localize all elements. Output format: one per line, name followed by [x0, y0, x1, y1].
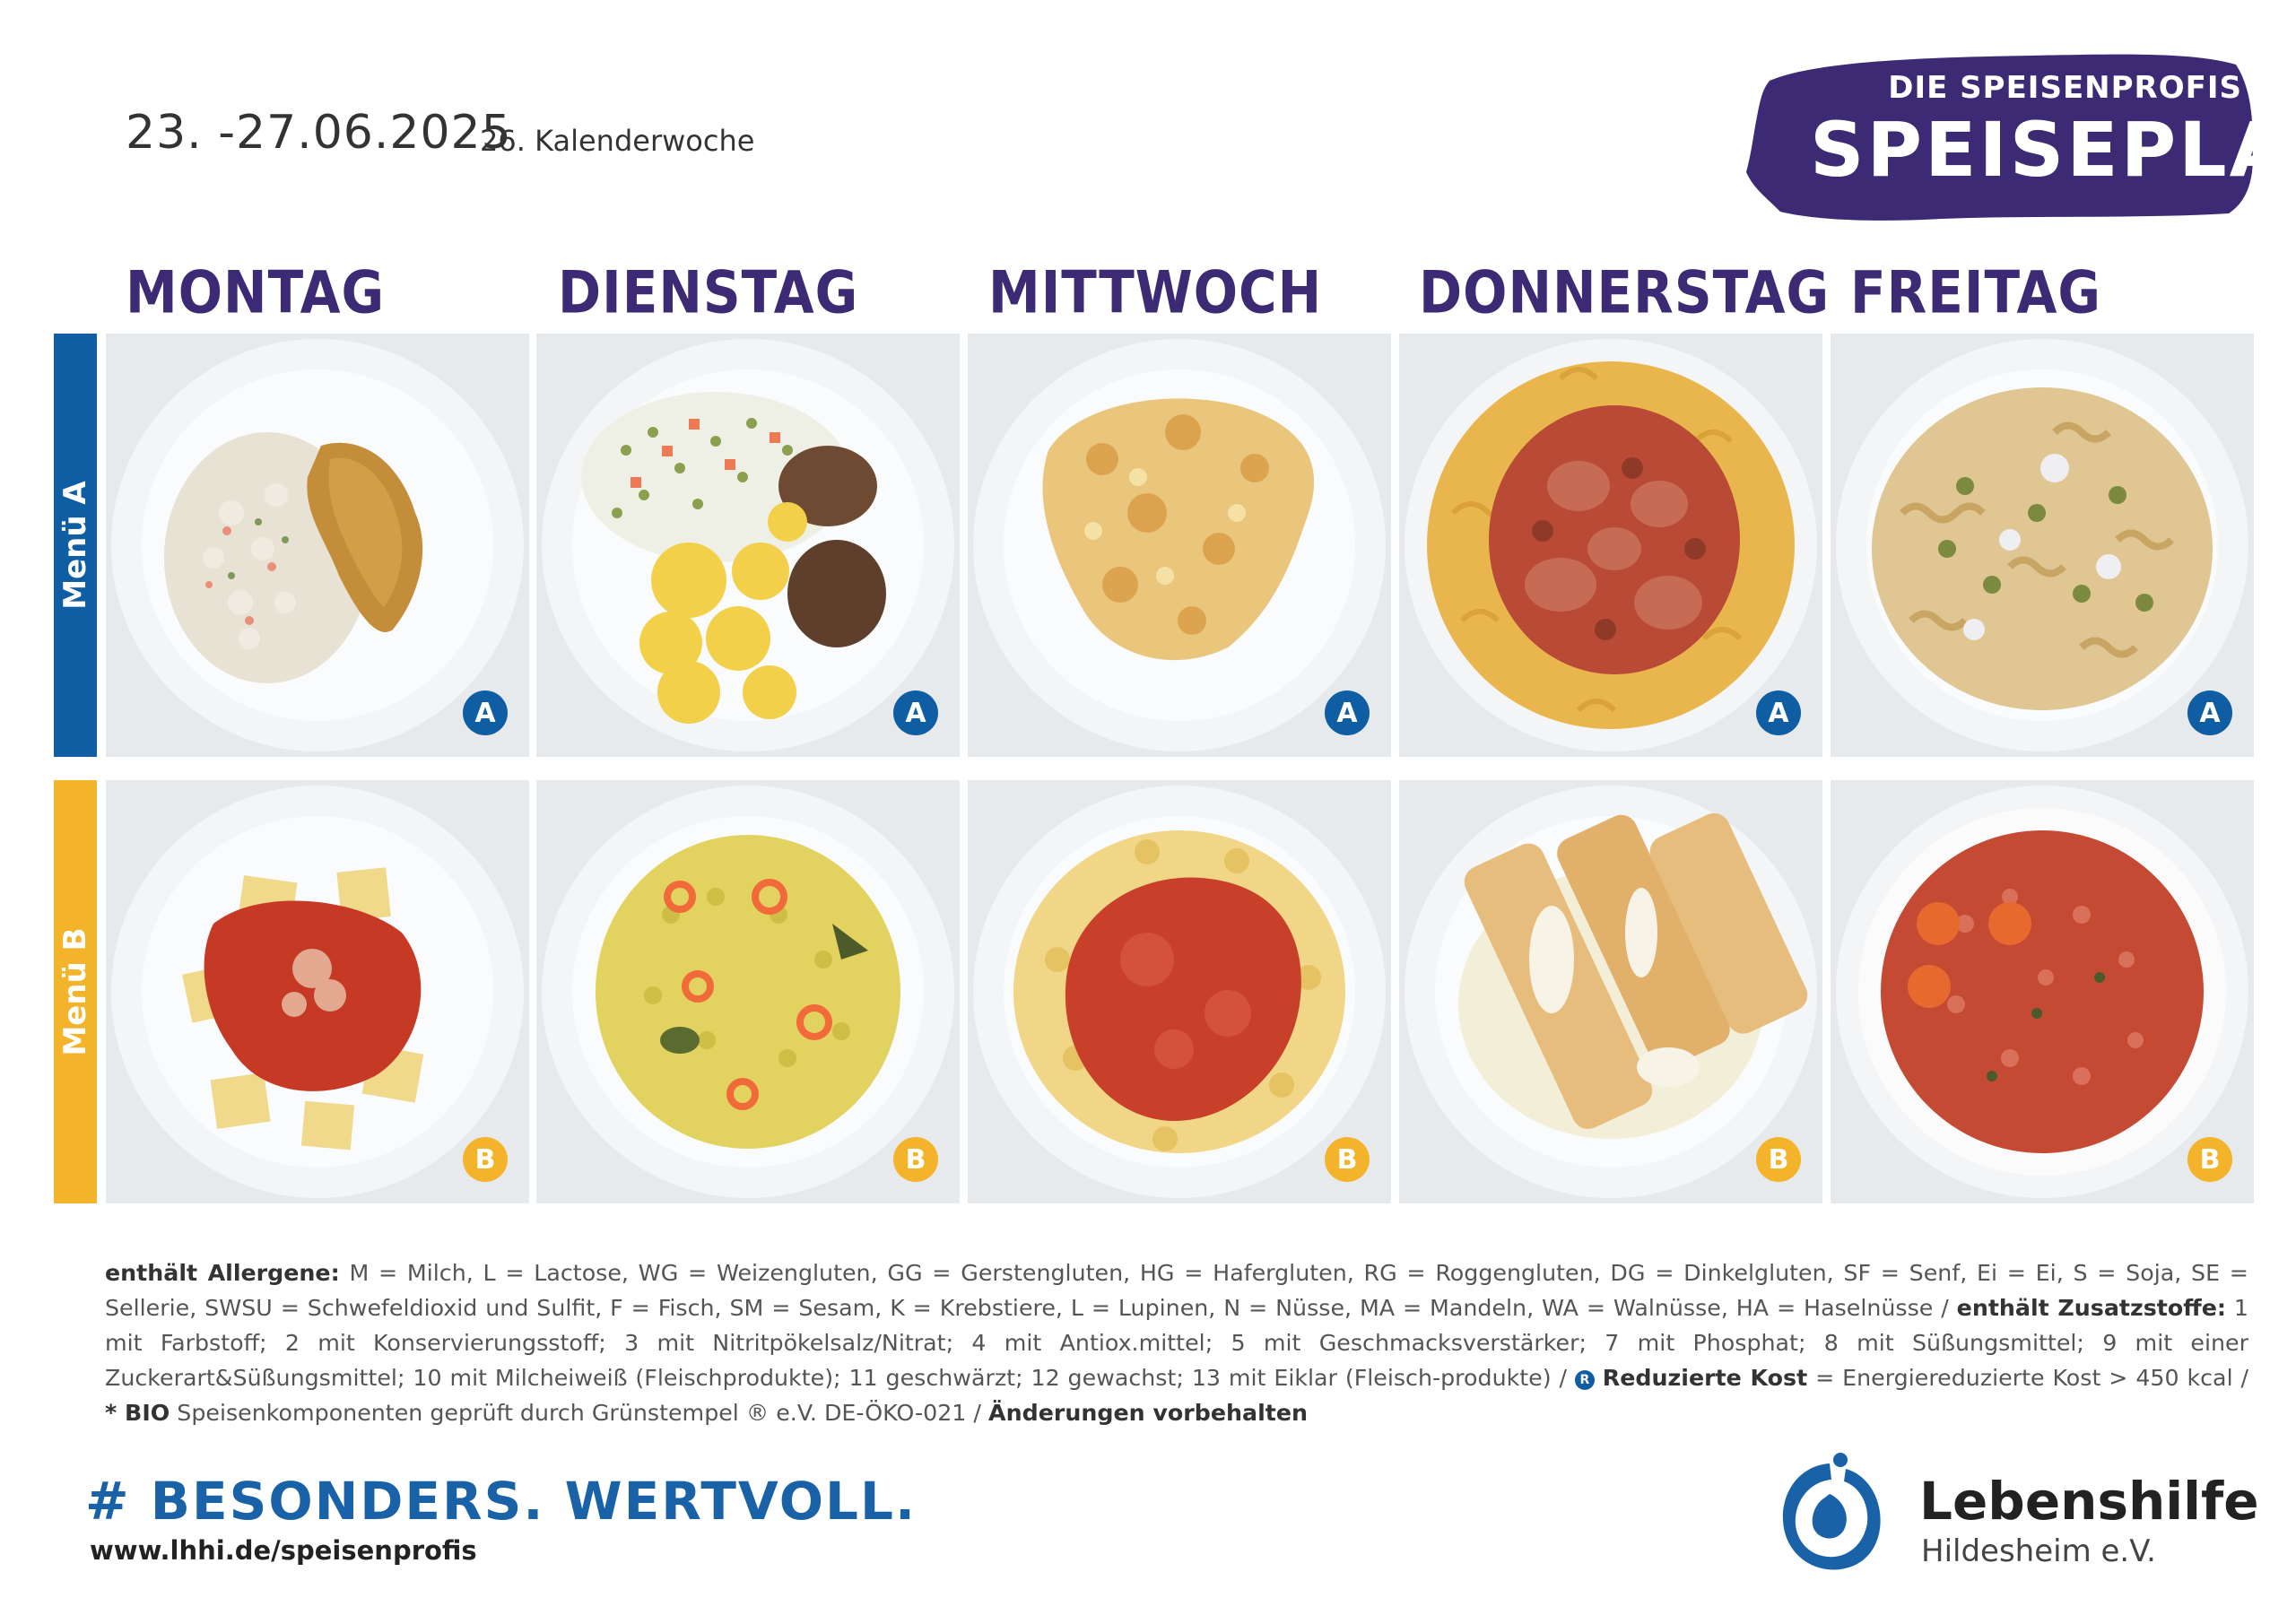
- dish-photo-thursday-b: B: [1399, 780, 1822, 1203]
- date-range: 23. -27.06.2025: [126, 106, 512, 160]
- day-header-monday: MONTAG: [126, 258, 386, 327]
- day-header-tuesday: DIENSTAG: [558, 258, 859, 327]
- changes-note: Änderungen vorbehalten: [988, 1400, 1309, 1426]
- menu-b-bar: Menü B: [54, 780, 97, 1203]
- bio-text: Speisenkomponenten geprüft durch Grünste…: [177, 1400, 981, 1426]
- allergens-text: M = Milch, L = Lactose, WG = Weizenglute…: [105, 1260, 2248, 1321]
- bio-label: * BIO: [105, 1400, 170, 1426]
- additives-text: 1 mit Farbstoff; 2 mit Konservierungssto…: [105, 1295, 2249, 1391]
- day-header-friday: FREITAG: [1850, 258, 2102, 327]
- dish-photo-thursday-a: A: [1399, 334, 1822, 757]
- menu-b-badge: B: [1756, 1137, 1801, 1182]
- day-header-thursday: DONNERSTAG: [1419, 258, 1831, 327]
- dish-photo-friday-b: B: [1831, 780, 2254, 1203]
- brand-subtitle: DIE SPEISENPROFIS: [1888, 70, 2242, 106]
- menu-a-label: Menü A: [57, 481, 93, 610]
- menu-b-badge: B: [2187, 1137, 2232, 1182]
- dish-photo-friday-a: A: [1831, 334, 2254, 757]
- calendar-week: 26. Kalenderwoche: [480, 124, 755, 158]
- dish-photo-monday-a: A: [106, 334, 529, 757]
- menu-a-badge: A: [2187, 690, 2232, 735]
- reduced-text: = Energiereduzierte Kost > 450 kcal /: [1815, 1365, 2248, 1391]
- allergen-legend: enthält Allergene: M = Milch, L = Lactos…: [105, 1255, 2248, 1430]
- menu-b-badge: B: [893, 1137, 938, 1182]
- menu-a-bar: Menü A: [54, 334, 97, 757]
- reduced-label: Reduzierte Kost: [1602, 1365, 1808, 1391]
- menu-b-badge: B: [463, 1137, 508, 1182]
- dish-photo-monday-b: B: [106, 780, 529, 1203]
- dish-photo-tuesday-a: A: [536, 334, 960, 757]
- menu-b-badge: B: [1325, 1137, 1370, 1182]
- brand-badge-background: [1746, 54, 2253, 221]
- reduced-diet-icon: R: [1574, 1370, 1595, 1390]
- additives-label: enthält Zusatzstoffe:: [1956, 1295, 2227, 1321]
- org-name: Lebenshilfe: [1919, 1471, 2259, 1532]
- menu-b-label: Menü B: [57, 927, 93, 1056]
- website-link[interactable]: www.lhhi.de/speisenprofis: [90, 1535, 477, 1566]
- dish-photo-wednesday-b: B: [968, 780, 1391, 1203]
- org-city: Hildesheim e.V.: [1921, 1533, 2156, 1569]
- dish-photo-wednesday-a: A: [968, 334, 1391, 757]
- brand-title: SPEISEPLAN: [1810, 106, 2296, 194]
- menu-a-badge: A: [893, 690, 938, 735]
- lebenshilfe-logo-icon: [1782, 1453, 1881, 1570]
- menu-a-badge: A: [1756, 690, 1801, 735]
- menu-a-badge: A: [463, 690, 508, 735]
- menu-a-badge: A: [1325, 690, 1370, 735]
- day-header-wednesday: MITTWOCH: [988, 258, 1323, 327]
- hashtag-slogan: # BESONDERS. WERTVOLL.: [85, 1471, 917, 1532]
- dish-photo-tuesday-b: B: [536, 780, 960, 1203]
- allergens-label: enthält Allergene:: [105, 1260, 340, 1286]
